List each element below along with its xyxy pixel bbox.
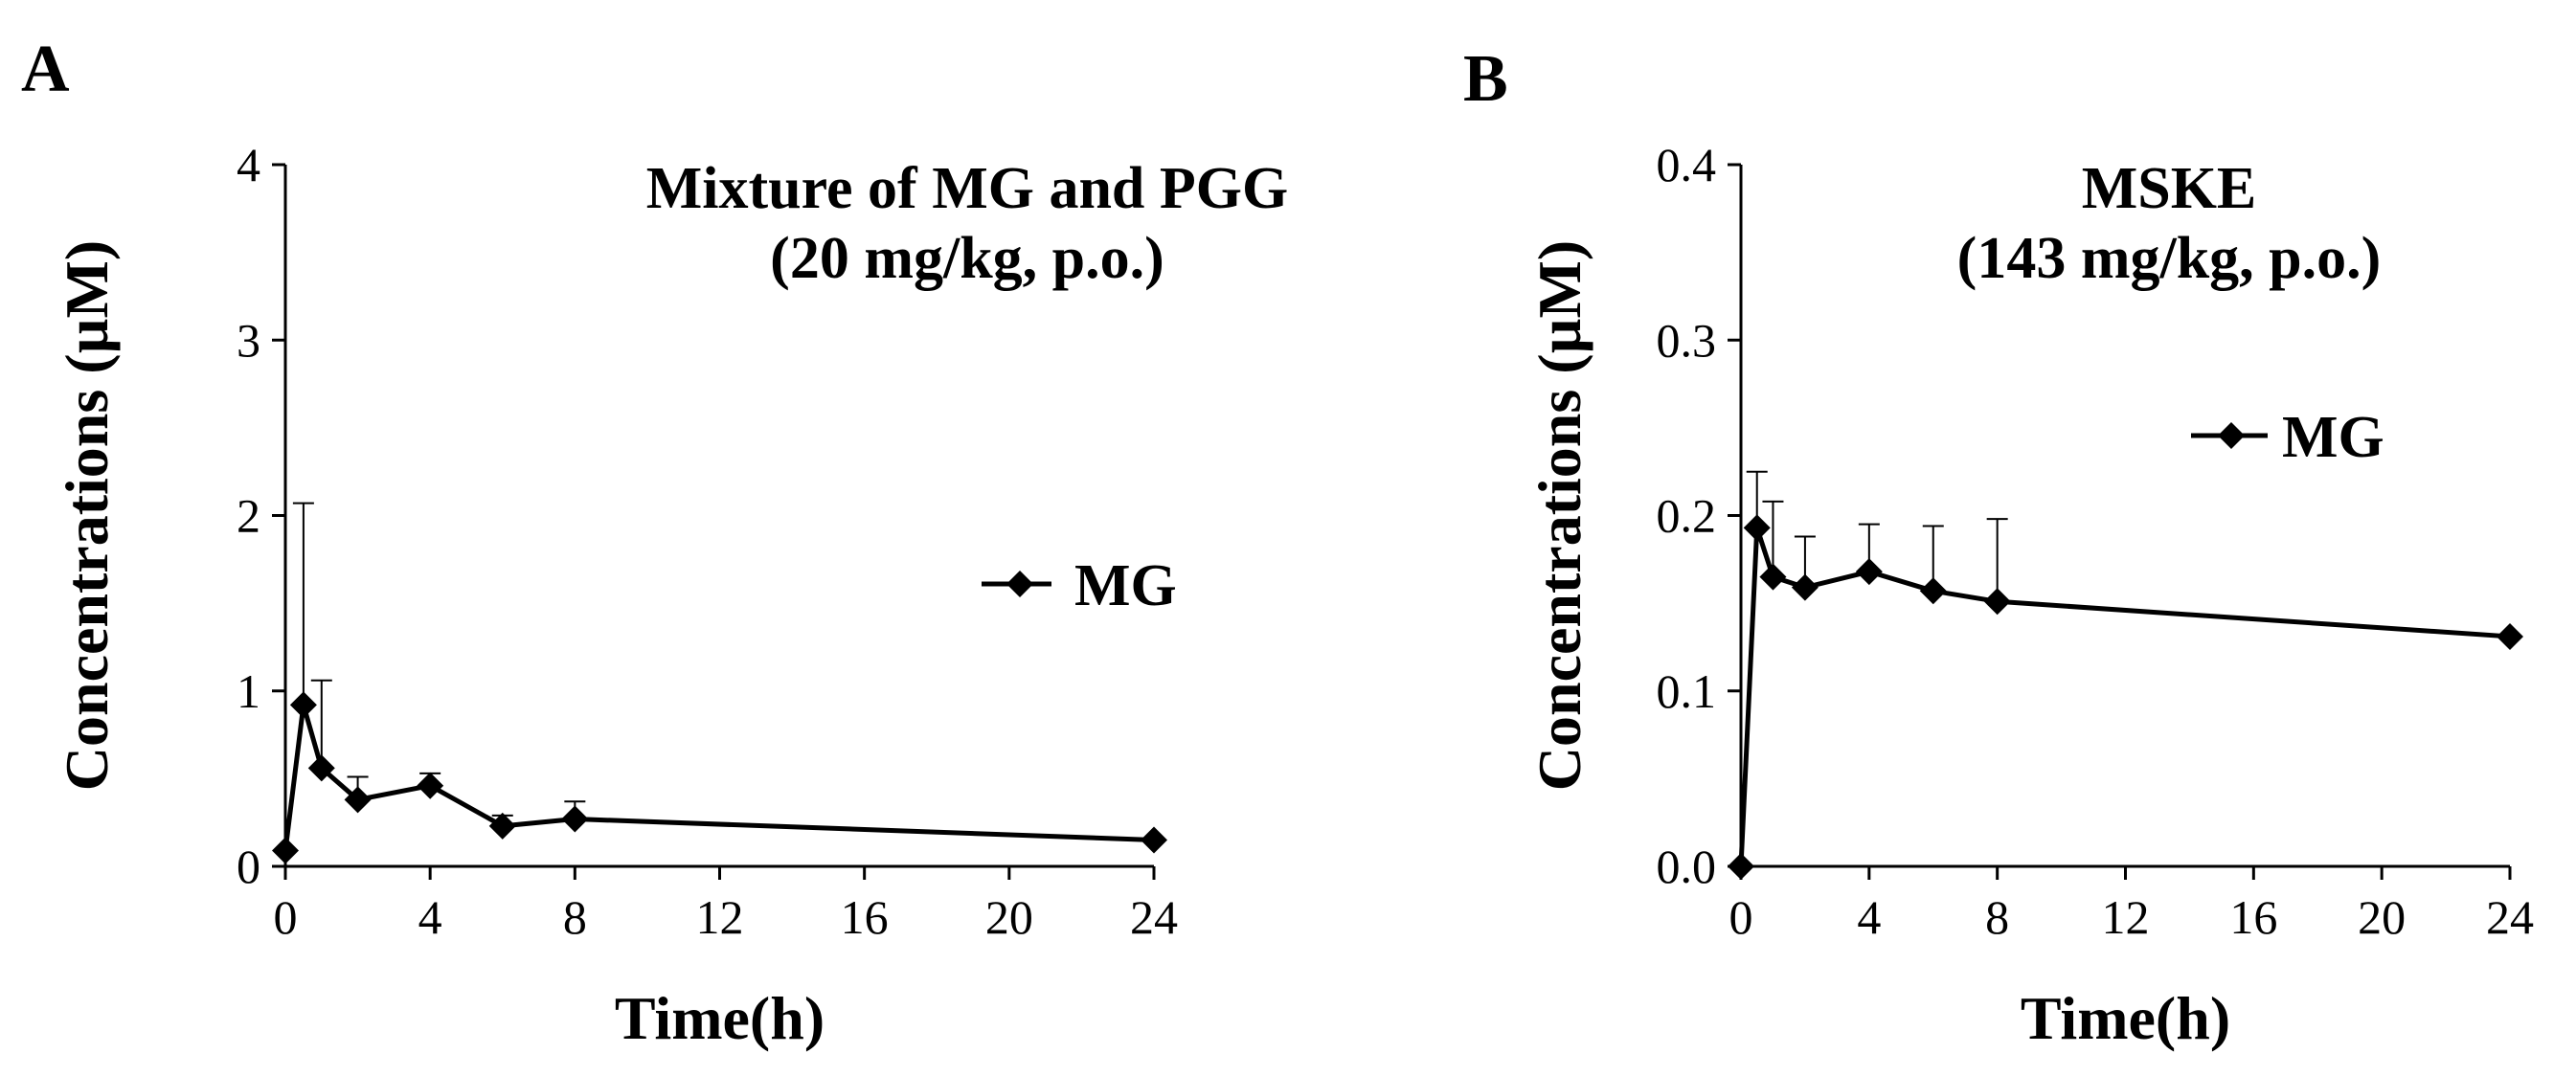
y-tick-label: 0.2 (1657, 489, 1717, 543)
x-axis-title: Time(h) (2021, 984, 2230, 1052)
x-tick-label: 16 (2229, 890, 2277, 944)
x-tick-label: 0 (274, 890, 298, 944)
y-axis-title: Concentrations (µM) (1525, 240, 1593, 791)
panel-letter: B (1463, 42, 1508, 116)
x-tick-label: 8 (563, 890, 587, 944)
x-tick-label: 12 (2102, 890, 2150, 944)
x-tick-label: 4 (418, 890, 442, 944)
x-axis-title: Time(h) (615, 984, 825, 1052)
legend-label: MG (1074, 553, 1177, 618)
y-tick-label: 0.1 (1657, 664, 1717, 718)
data-point-diamond (1791, 573, 1819, 601)
data-point-diamond (1141, 826, 1167, 854)
series-line (1738, 525, 2511, 867)
chart-title-line-2: (143 mg/kg, p.o.) (1957, 226, 2382, 291)
y-axis-title: Concentrations (µM) (53, 240, 121, 791)
y-tick-label: 3 (237, 313, 260, 367)
x-tick-label: 12 (696, 890, 744, 944)
y-tick-label: 2 (237, 489, 260, 543)
legend-diamond-marker (1006, 571, 1033, 597)
data-point-diamond (1743, 514, 1771, 542)
panel-letter: A (21, 33, 70, 106)
y-tick-label: 0.3 (1657, 313, 1717, 367)
x-tick-label: 20 (985, 890, 1033, 944)
y-tick-label: 0.0 (1657, 840, 1717, 893)
legend-diamond-marker (2218, 422, 2245, 449)
y-tick-label: 4 (237, 138, 260, 191)
x-tick-label: 16 (841, 890, 889, 944)
x-tick-label: 24 (1130, 890, 1178, 944)
data-point-diamond (272, 837, 299, 864)
data-point-diamond (1728, 853, 1754, 880)
y-tick-label: 0.4 (1657, 138, 1717, 191)
legend-label: MG (2282, 405, 2384, 470)
data-point-diamond (1855, 558, 1883, 586)
y-tick-label: 1 (237, 664, 260, 718)
chart-title-line-1: Mixture of MG and PGG (646, 156, 1288, 221)
series-line (282, 702, 1155, 851)
x-tick-label: 20 (2358, 890, 2406, 944)
data-point-diamond (2497, 622, 2523, 650)
data-point-diamond (344, 786, 372, 814)
data-point-diamond (1919, 577, 1947, 605)
data-point-diamond (307, 754, 335, 782)
data-point-diamond (488, 812, 516, 840)
chart-title-line-2: (20 mg/kg, p.o.) (770, 226, 1164, 291)
x-tick-label: 24 (2486, 890, 2534, 944)
chart-panel-B: B 0 4 8 12 16 20 24 0.0 0.1 0.2 0.3 0.4 Time(h) Concen… (1463, 42, 2534, 1052)
x-tick-label: 0 (1729, 890, 1753, 944)
data-point-diamond (417, 772, 444, 799)
x-tick-label: 8 (1985, 890, 2009, 944)
x-tick-label: 4 (1857, 890, 1881, 944)
y-tick-label: 0 (237, 840, 260, 893)
data-point-diamond (1759, 563, 1787, 591)
data-point-diamond (561, 805, 589, 833)
data-point-diamond (289, 691, 317, 719)
data-point-diamond (1983, 588, 2011, 616)
chart-title-line-1: MSKE (2082, 156, 2257, 221)
